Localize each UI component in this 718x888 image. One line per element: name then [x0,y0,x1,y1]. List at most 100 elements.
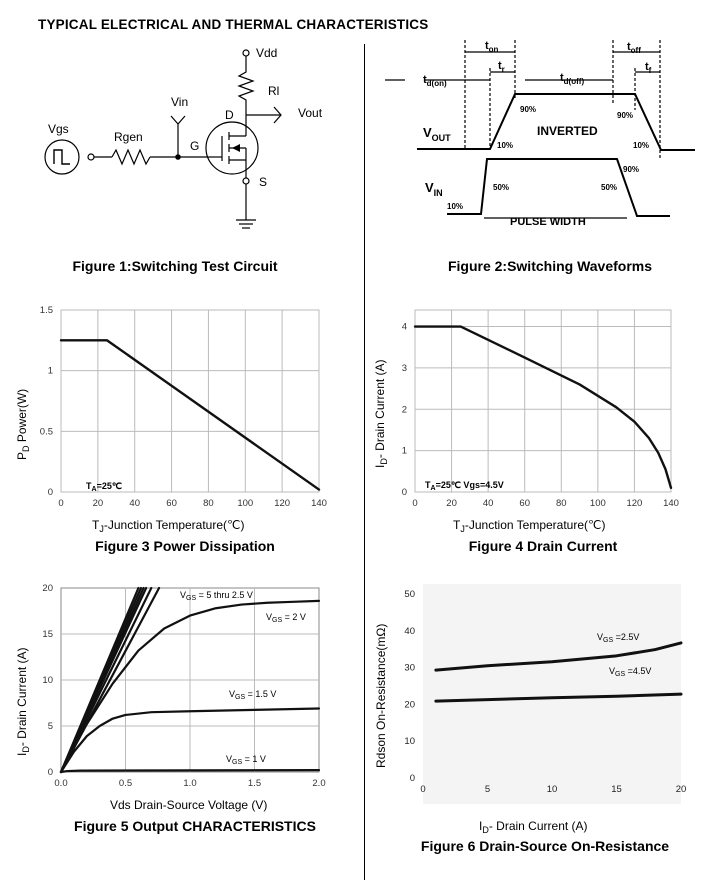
x-tick-label: 100 [590,498,606,509]
fig6-series-0 [434,641,683,672]
svg-text:10%: 10% [497,141,513,150]
y-tick-label: 30 [404,663,415,674]
tr-label: tr [498,60,505,74]
fig6-ylabel: Rdson On-Resistance(mΩ) [374,624,388,768]
y-tick-label: 1 [402,446,407,457]
x-tick-label: 15 [611,784,622,795]
vgs-label: Vgs [48,122,69,136]
svg-text:10%: 10% [633,141,649,150]
figure-1-caption: Figure 1:Switching Test Circuit [72,258,278,274]
svg-text:50%: 50% [601,183,617,192]
y-tick-label: 5 [48,721,53,732]
figure-5-caption: Figure 5 Output CHARACTERISTICS [74,818,316,834]
figure-6-caption: Figure 6 Drain-Source On-Resistance [420,838,670,854]
pulse-width-label: PULSE WIDTH [510,216,586,228]
x-tick-label: 5 [485,784,490,795]
fig5-ylabel: ID- Drain Current (A) [15,647,31,756]
y-tick-label: 0 [402,487,407,498]
fig6-label-4_5v: VGS =4.5V [609,666,651,678]
y-tick-label: 0 [48,487,53,498]
x-tick-label: 80 [203,498,214,509]
tdon-label: td(on) [423,74,447,88]
switching-waveforms: ton tr td(on) td(off) toff tf VOUT VIN I… [385,40,695,228]
drain-label: D [225,108,234,122]
fig4-xlabel: TJ-Junction Temperature(℃) [453,518,606,532]
rgen-label: Rgen [114,130,143,144]
x-tick-label: 20 [93,498,104,509]
x-tick-label: 40 [129,498,140,509]
fig6-series-1 [434,692,683,703]
fig5-series-8 [59,769,321,774]
figure-2-caption: Figure 2:Switching Waveforms [447,258,653,274]
x-tick-label: 60 [519,498,530,509]
x-tick-label: 2.0 [312,778,325,789]
x-tick-label: 0.5 [119,778,132,789]
y-tick-label: 10 [404,736,415,747]
x-tick-label: 1.0 [183,778,196,789]
x-tick-label: 0 [58,498,63,509]
x-tick-label: 120 [274,498,290,509]
vdd-label: Vdd [256,46,277,60]
y-tick-label: 3 [402,363,407,374]
y-tick-label: 2 [402,404,407,415]
y-tick-label: 15 [42,629,53,640]
output-characteristics-chart: 0.0 0.5 1.0 1.5 2.0 0 5 10 15 20 VGS = 5 thru 2.5… [15,583,326,812]
y-tick-label: 4 [402,322,407,333]
x-tick-label: 120 [626,498,642,509]
svg-text:10%: 10% [447,202,463,211]
fig4-annotation: TA=25℃ Vgs=4.5V [425,480,504,492]
figure-4-caption: Figure 4 Drain Current [468,538,618,554]
y-tick-label: 1.5 [40,305,53,316]
fig5-series-7 [59,707,321,774]
switching-test-circuit: Vdd Rl Vout Vin Vgs Rgen G D S [44,46,323,229]
y-tick-label: 10 [42,675,53,686]
y-tick-label: 40 [404,626,415,637]
y-tick-label: 0 [410,773,415,784]
fig5-label-5v: VGS = 5 thru 2.5 V [180,590,253,602]
fig3-series-0 [59,339,321,491]
svg-text:90%: 90% [623,165,639,174]
inverted-label: INVERTED [537,124,598,138]
x-tick-label: 60 [166,498,177,509]
x-tick-label: 10 [547,784,558,795]
tdoff-label: td(off) [560,72,584,86]
fig6-xlabel: ID- Drain Current (A) [479,819,588,834]
page-title: TYPICAL ELECTRICAL AND THERMAL CHARACTER… [38,17,429,32]
x-tick-label: 140 [311,498,327,509]
x-tick-label: 0 [412,498,417,509]
vout-wave-label: VOUT [423,125,451,143]
fig5-label-2v: VGS = 2 V [266,612,306,624]
x-tick-label: 20 [446,498,457,509]
fig6-label-2_5v: VGS =2.5V [597,632,639,644]
vin-label: Vin [171,95,188,109]
x-tick-label: 0 [420,784,425,795]
gate-label: G [190,139,199,153]
fig3-ylabel: PD Power(W) [15,389,31,460]
fig4-series-0 [413,325,673,490]
fig3-annotation: TA=25℃ [86,481,122,493]
y-tick-label: 50 [404,589,415,600]
column-divider [364,44,365,880]
y-tick-label: 0 [48,767,53,778]
svg-text:90%: 90% [617,111,633,120]
x-tick-label: 40 [483,498,494,509]
vout-label: Vout [298,106,323,120]
vin-wave-label: VIN [425,180,443,198]
svg-text:90%: 90% [520,105,536,114]
x-tick-label: 20 [676,784,687,795]
tf-label: tf [645,61,652,75]
figure-3-caption: Figure 3 Power Dissipation [95,538,275,554]
fig5-xlabel: Vds Drain-Source Voltage (V) [110,798,267,812]
x-tick-label: 0.0 [54,778,67,789]
rl-label: Rl [268,84,279,98]
fig5-label-1_5v: VGS = 1.5 V [229,689,276,701]
y-tick-label: 1 [48,366,53,377]
fig3-xlabel: TJ-Junction Temperature(℃) [92,518,245,532]
y-tick-label: 0.5 [40,426,53,437]
ton-label: ton [485,40,499,54]
source-label: S [259,175,267,189]
fig5-series-6 [59,599,321,774]
toff-label: toff [627,41,641,55]
